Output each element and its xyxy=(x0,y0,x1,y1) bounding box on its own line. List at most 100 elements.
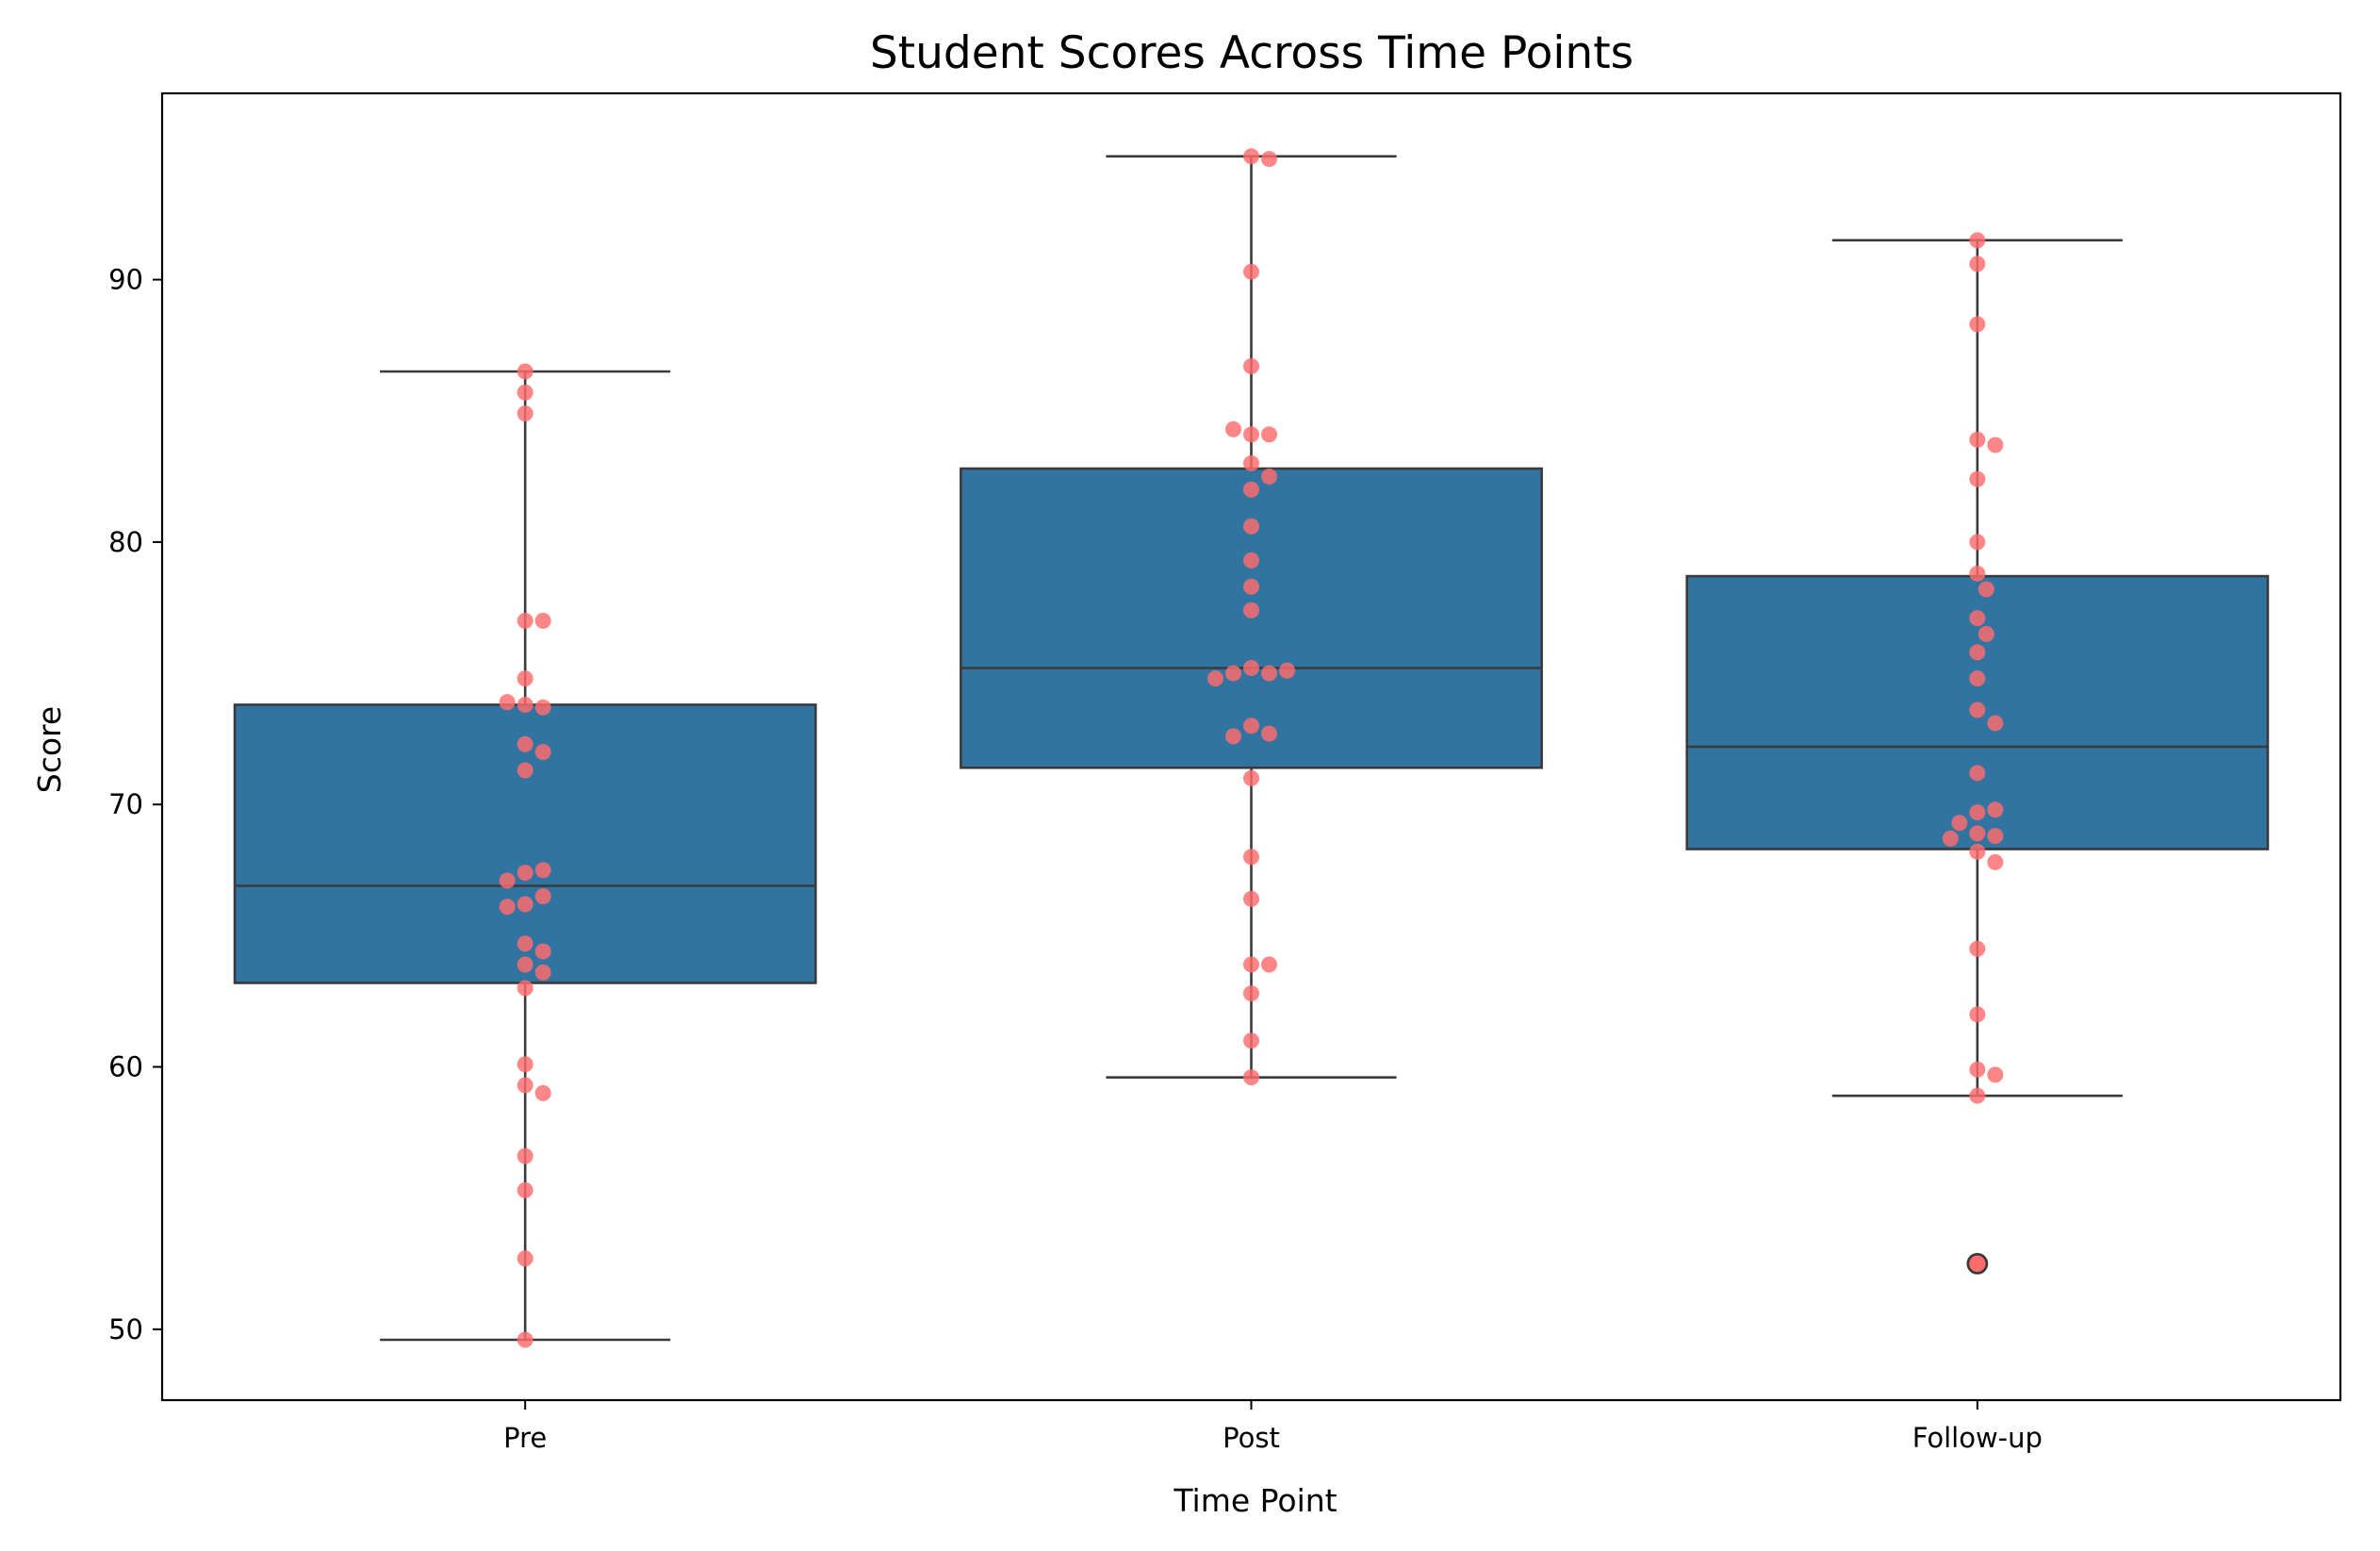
data-point xyxy=(517,384,533,401)
data-point xyxy=(1969,431,1986,448)
data-point xyxy=(517,735,533,752)
data-point xyxy=(1987,801,2004,818)
data-point xyxy=(517,1056,533,1073)
data-point xyxy=(1978,581,1994,598)
data-point xyxy=(1243,956,1259,973)
data-point xyxy=(517,1250,533,1267)
data-point xyxy=(1243,985,1259,1002)
data-point xyxy=(1243,890,1259,907)
data-point xyxy=(1987,828,2004,845)
x-tick-label-pre: Pre xyxy=(503,1422,547,1454)
swarm-follow-up xyxy=(1942,232,2004,1272)
data-point xyxy=(1969,470,1986,487)
data-point xyxy=(1225,665,1241,682)
data-point xyxy=(1243,552,1259,569)
x-tick-label-post: Post xyxy=(1223,1422,1280,1454)
data-point xyxy=(534,744,551,761)
data-point xyxy=(1969,670,1986,687)
x-tick-label-follow-up: Follow-up xyxy=(1912,1422,2043,1454)
data-point xyxy=(1969,1255,1986,1272)
data-point xyxy=(499,899,516,916)
data-point xyxy=(1243,148,1259,165)
data-point xyxy=(1969,804,1986,821)
data-point xyxy=(534,888,551,905)
data-point xyxy=(1978,625,1994,642)
data-point xyxy=(1279,662,1295,679)
data-point xyxy=(1969,765,1986,782)
y-tick-label-60: 60 xyxy=(108,1051,143,1083)
data-point xyxy=(517,935,533,952)
data-point xyxy=(1243,426,1259,443)
y-tick-label-80: 80 xyxy=(108,526,143,558)
data-point xyxy=(1951,815,1968,832)
data-point xyxy=(1969,534,1986,551)
data-point xyxy=(517,363,533,380)
x-axis: Pre Post Follow-up xyxy=(503,1400,2043,1454)
data-point xyxy=(1969,1087,1986,1104)
y-tick-label-90: 90 xyxy=(108,264,143,296)
data-point xyxy=(1261,426,1277,443)
data-point xyxy=(1243,718,1259,734)
data-point xyxy=(499,694,516,711)
data-point xyxy=(1243,1032,1259,1049)
data-point xyxy=(517,670,533,687)
plot-area xyxy=(233,148,2270,1348)
data-point xyxy=(517,405,533,422)
data-point xyxy=(1225,421,1241,437)
y-axis-label: Score xyxy=(31,706,68,793)
data-point xyxy=(1243,1069,1259,1086)
data-point xyxy=(1969,256,1986,272)
data-point xyxy=(517,896,533,913)
data-point xyxy=(517,980,533,997)
data-point xyxy=(1261,725,1277,742)
data-point xyxy=(1987,1066,2004,1083)
data-point xyxy=(1243,357,1259,374)
data-point xyxy=(517,1147,533,1164)
swarm-pre xyxy=(499,363,551,1348)
data-point xyxy=(517,762,533,779)
y-tick-label-50: 50 xyxy=(108,1313,143,1345)
data-point xyxy=(1261,468,1277,485)
data-point xyxy=(1243,263,1259,280)
data-point xyxy=(1225,728,1241,745)
data-point xyxy=(517,696,533,713)
swarm-post xyxy=(1207,148,1295,1086)
data-point xyxy=(1969,610,1986,627)
data-point xyxy=(1987,437,2004,454)
data-point xyxy=(1243,602,1259,619)
chart-title: Student Scores Across Time Points xyxy=(870,27,1633,79)
data-point xyxy=(1969,825,1986,842)
data-point xyxy=(1969,843,1986,860)
data-point xyxy=(534,1084,551,1101)
data-point xyxy=(534,612,551,629)
data-point xyxy=(499,872,516,889)
data-point xyxy=(1243,481,1259,498)
data-point xyxy=(1243,849,1259,866)
data-point xyxy=(1969,316,1986,333)
data-point xyxy=(1261,665,1277,682)
data-point xyxy=(517,865,533,882)
data-point xyxy=(534,964,551,981)
data-point xyxy=(1261,151,1277,168)
data-point xyxy=(517,956,533,973)
data-point xyxy=(1969,1061,1986,1078)
data-point xyxy=(1969,232,1986,249)
data-point xyxy=(1969,565,1986,582)
data-point xyxy=(1243,660,1259,677)
data-point xyxy=(517,1331,533,1348)
data-point xyxy=(534,862,551,879)
data-point xyxy=(1942,830,1959,847)
data-point xyxy=(517,612,533,629)
data-point xyxy=(517,1077,533,1094)
data-point xyxy=(1987,715,2004,732)
x-axis-label: Time Point xyxy=(1173,1482,1337,1519)
data-point xyxy=(1969,701,1986,718)
data-point xyxy=(1969,940,1986,957)
data-point xyxy=(534,943,551,960)
data-point xyxy=(1987,853,2004,870)
data-point xyxy=(1243,578,1259,595)
data-point xyxy=(534,699,551,716)
y-axis: 50 60 70 80 90 xyxy=(108,264,162,1345)
data-point xyxy=(1969,644,1986,661)
